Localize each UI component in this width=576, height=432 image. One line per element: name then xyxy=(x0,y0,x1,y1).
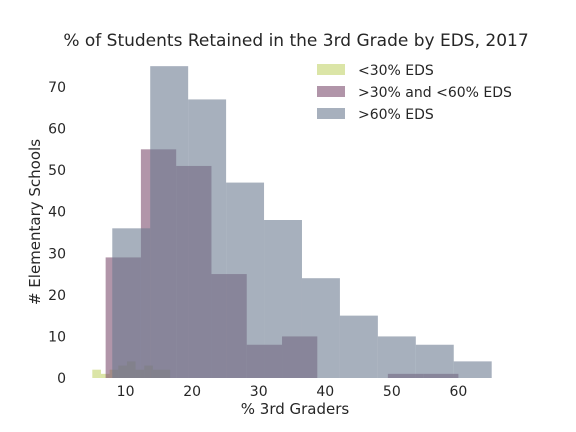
histogram-bar xyxy=(226,182,265,378)
histogram-bar xyxy=(100,373,110,378)
series-3 xyxy=(112,66,492,379)
y-axis: 0 10 20 30 40 50 60 70 xyxy=(48,80,66,387)
x-tick-label: 30 xyxy=(250,384,268,400)
y-tick-label: 30 xyxy=(48,246,66,262)
x-tick-label: 40 xyxy=(316,384,334,400)
histogram-bar xyxy=(301,278,340,378)
legend-item: >30% and <60% EDS xyxy=(317,85,512,101)
histogram-bar xyxy=(339,315,378,378)
x-tick-label: 10 xyxy=(117,384,135,400)
histogram-bar xyxy=(264,220,302,378)
histogram-bar xyxy=(92,369,101,378)
legend: <30% EDS >30% and <60% EDS >60% EDS xyxy=(317,63,512,123)
legend-label: >30% and <60% EDS xyxy=(358,85,512,101)
chart-title: % of Students Retained in the 3rd Grade … xyxy=(63,31,528,51)
x-tick-label: 50 xyxy=(383,384,401,400)
x-tick-label: 20 xyxy=(183,384,201,400)
legend-label: <30% EDS xyxy=(358,63,434,79)
y-tick-label: 0 xyxy=(57,371,66,387)
legend-item: <30% EDS xyxy=(317,63,434,79)
histogram-bar xyxy=(453,361,492,378)
histogram-bar xyxy=(188,99,227,379)
y-tick-label: 60 xyxy=(48,122,66,138)
y-tick-label: 70 xyxy=(48,80,66,96)
plot-area xyxy=(92,66,492,379)
y-axis-title: # Elementary Schools xyxy=(26,139,44,305)
legend-swatch xyxy=(317,64,345,75)
y-tick-label: 40 xyxy=(48,205,66,221)
legend-item: >60% EDS xyxy=(317,107,434,123)
legend-swatch xyxy=(317,86,345,97)
y-tick-label: 10 xyxy=(48,329,66,345)
y-tick-label: 20 xyxy=(48,288,66,304)
x-axis-title: % 3rd Graders xyxy=(241,400,350,418)
y-tick-label: 50 xyxy=(48,163,66,179)
x-axis: 10 20 30 40 50 60 xyxy=(117,384,468,400)
legend-label: >60% EDS xyxy=(358,107,434,123)
histogram-bar xyxy=(150,66,189,378)
histogram-bar xyxy=(377,336,416,378)
x-tick-label: 60 xyxy=(449,384,467,400)
legend-swatch xyxy=(317,108,345,119)
histogram-bar xyxy=(112,228,151,378)
histogram-bar xyxy=(415,344,454,378)
